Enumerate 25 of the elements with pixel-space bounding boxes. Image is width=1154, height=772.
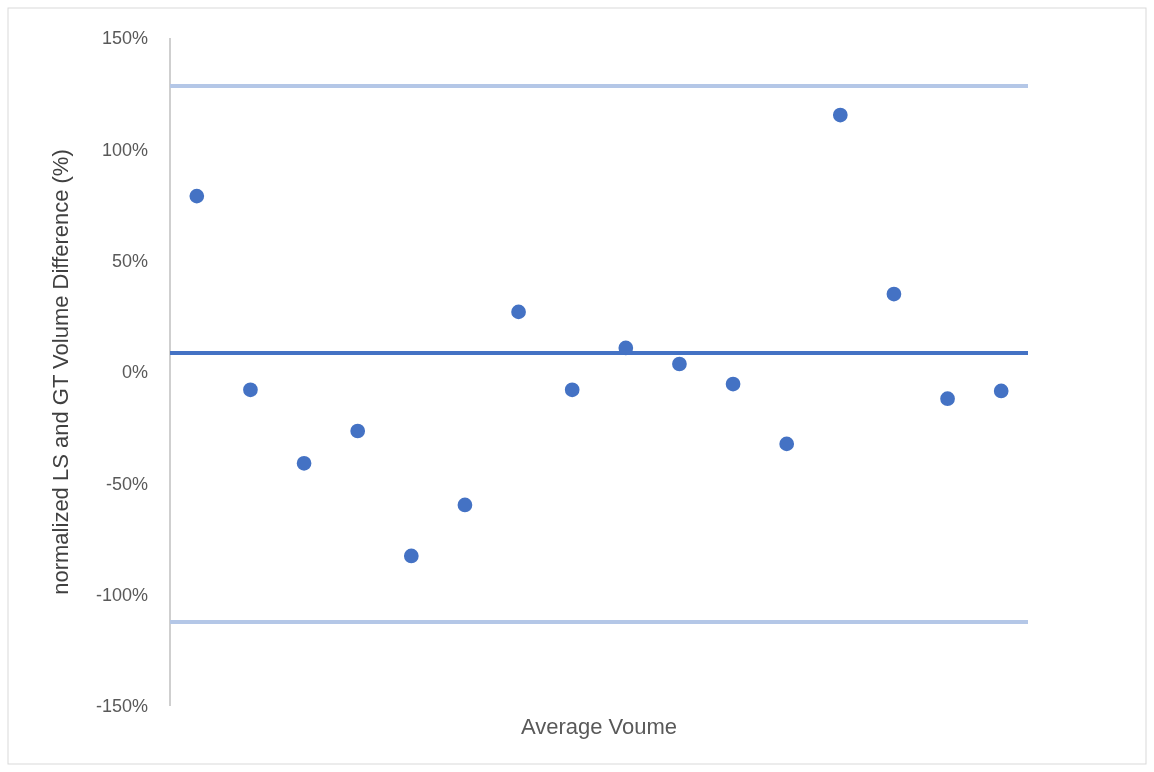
- y-tick-label: -100%: [95, 584, 148, 605]
- y-tick-label: 50%: [111, 250, 148, 271]
- point: [725, 376, 741, 392]
- point: [832, 107, 848, 123]
- y-tick-label: 100%: [101, 139, 148, 160]
- point: [940, 391, 955, 407]
- y-tick-label: -50%: [105, 473, 148, 494]
- point: [564, 382, 580, 398]
- point: [403, 548, 419, 564]
- point: [886, 286, 902, 302]
- point: [779, 436, 795, 452]
- point: [618, 340, 634, 356]
- y-axis-title: normalized LS and GT Volume Difference (%): [48, 149, 73, 595]
- x-axis-title: Average Voume: [520, 714, 678, 739]
- point: [511, 304, 526, 320]
- point: [350, 423, 366, 439]
- point: [296, 455, 312, 471]
- y-tick-label: 150%: [101, 28, 148, 49]
- point: [189, 188, 205, 204]
- y-tick-label: -150%: [95, 696, 148, 717]
- point: [672, 356, 687, 372]
- point: [457, 497, 473, 513]
- point: [993, 383, 1009, 399]
- y-tick-label: 0%: [121, 362, 148, 383]
- point: [243, 382, 258, 398]
